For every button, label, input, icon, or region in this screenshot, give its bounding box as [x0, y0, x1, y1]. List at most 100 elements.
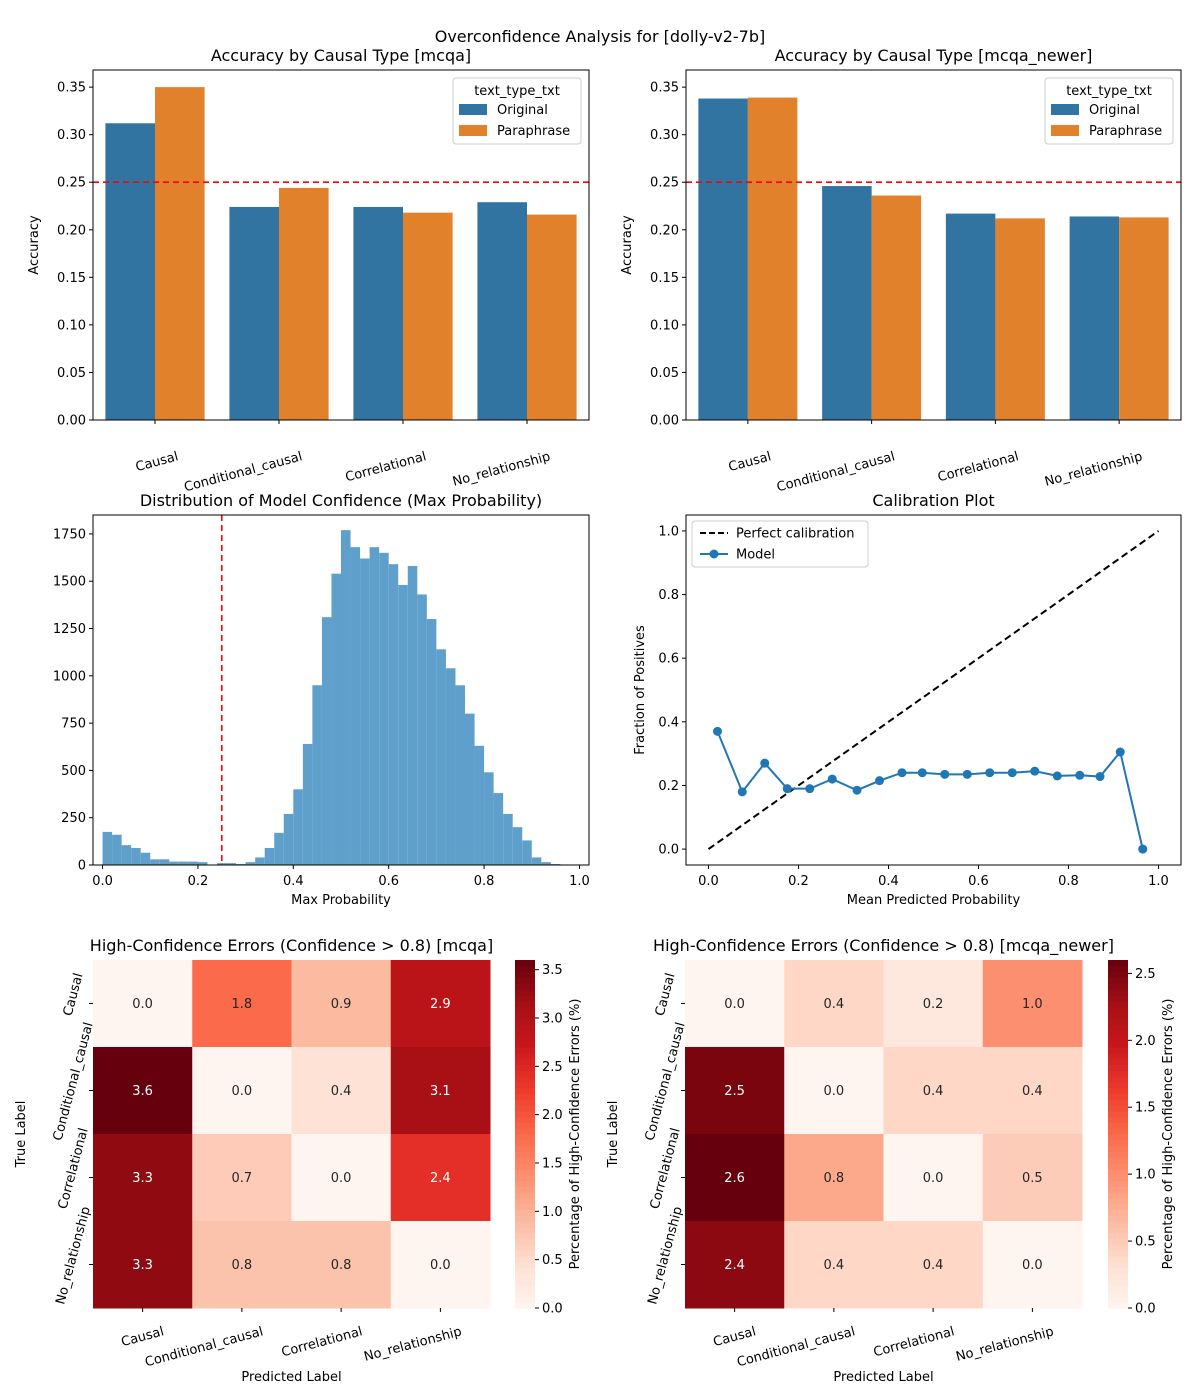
legend-label-original: Original	[1089, 103, 1140, 118]
colorbar-segment	[515, 1197, 535, 1205]
colorbar-tick-label: 0.5	[1135, 1235, 1156, 1250]
confidence_hist-ytick-label: 250	[61, 811, 86, 826]
colorbar-tick-label: 2.0	[1135, 1034, 1156, 1049]
heatmap-cell-value: 2.4	[724, 1258, 745, 1273]
colorbar-segment	[1108, 1174, 1128, 1181]
colorbar-segment	[515, 1267, 535, 1274]
colorbar-segment	[1108, 1093, 1128, 1100]
confidence_hist-ytick-label: 1500	[53, 575, 86, 590]
colorbar-segment	[515, 994, 535, 1002]
colorbar-segment	[1108, 1099, 1128, 1106]
heatmap-cell-value: 0.2	[923, 997, 944, 1012]
legend-swatch-model-marker	[709, 549, 719, 559]
heatmap-cell-value: 0.4	[824, 997, 845, 1012]
colorbar-segment	[515, 977, 535, 984]
heatmap-cell	[192, 960, 292, 1048]
colorbar-segment	[1108, 1139, 1128, 1147]
heatmap-cell-value: 0.8	[824, 1171, 845, 1186]
colorbar-segment	[515, 1203, 535, 1210]
acc_mcqa-ytick-label: 0.20	[57, 223, 86, 238]
colorbar-segment	[515, 1064, 535, 1071]
heatmap-cell-value: 0.0	[1022, 1258, 1043, 1273]
hist-bar	[226, 863, 237, 865]
heatmap-cell-value: 2.6	[724, 1171, 745, 1186]
colorbar-segment	[1108, 989, 1128, 996]
heatmap-cell	[291, 960, 392, 1048]
colorbar-segment	[515, 1157, 535, 1164]
bar-paraphrase	[279, 187, 329, 420]
bar-original	[1069, 216, 1120, 420]
model-point	[1115, 747, 1125, 757]
confidence_hist-panel: Distribution of Model Confidence (Max Pr…	[53, 491, 590, 908]
colorbar-segment	[515, 1029, 535, 1036]
bar-paraphrase	[1119, 217, 1169, 420]
hist-bar	[369, 547, 380, 865]
heatmap-cell	[291, 1221, 392, 1309]
calibration-xtick-label: 0.2	[788, 874, 809, 889]
legend-swatch-original	[1051, 104, 1079, 115]
hist-bar	[131, 847, 141, 865]
colorbar-segment	[515, 1018, 535, 1025]
model-point	[782, 784, 792, 794]
bar-original	[822, 186, 872, 420]
colorbar-segment	[515, 1041, 535, 1048]
colorbar-segment	[515, 1250, 535, 1257]
colorbar-segment	[515, 1139, 535, 1147]
heatmap-cell	[982, 1134, 1083, 1222]
calibration-frame	[685, 514, 1182, 866]
heatmap-cell-value: 0.7	[232, 1171, 253, 1186]
hist-bar	[360, 558, 370, 865]
heatmap-cell-value: 2.9	[430, 997, 451, 1012]
confidence_hist-xtick-label: 0.4	[283, 874, 304, 889]
colorbar-segment	[1108, 1105, 1128, 1112]
bar-original	[105, 123, 155, 421]
calibration-xtick-label: 0.0	[698, 874, 719, 889]
colorbar-segment	[1108, 1047, 1128, 1054]
model-point	[1075, 770, 1085, 780]
heatmap-cell	[192, 1221, 292, 1309]
calibration-ytick-label: 0.0	[658, 843, 679, 858]
colorbar-segment	[515, 1192, 535, 1199]
colorbar-label: Percentage of High-Confidence Errors (%)	[568, 999, 583, 1270]
colorbar-segment	[515, 1221, 535, 1228]
colorbar-tick-label: 1.5	[1135, 1101, 1156, 1116]
colorbar-segment	[515, 1093, 535, 1100]
hist-bar	[503, 813, 513, 865]
heatmap-cell-value: 0.4	[1022, 1084, 1043, 1099]
colorbar-segment	[515, 1087, 535, 1094]
acc_mcqa-panel: Accuracy by Causal Type [mcqa] 0.00 0.05 0.…	[27, 46, 590, 495]
hist-bar	[321, 617, 332, 865]
calibration-ytick-label: 0.2	[658, 779, 679, 794]
bar-original	[353, 206, 403, 420]
model-point	[897, 768, 907, 778]
heatmap-cell-value: 0.0	[430, 1258, 451, 1273]
colorbar-segment	[515, 1006, 535, 1013]
colorbar-segment	[515, 1128, 535, 1135]
heatmap-cell	[93, 960, 193, 1048]
heatmap-cell	[883, 1221, 984, 1309]
bar-original	[229, 206, 279, 420]
acc_mcqa_newer-ytick-label: 0.35	[650, 81, 679, 96]
heatmap-cell-value: 2.4	[430, 1171, 451, 1186]
colorbar-segment	[1108, 1244, 1128, 1251]
colorbar-segment	[515, 1012, 535, 1019]
hist-bar	[541, 862, 551, 865]
heatmap-cell	[390, 1221, 491, 1309]
bar-paraphrase	[527, 214, 577, 420]
colorbar-segment	[515, 1105, 535, 1112]
hist-bar	[331, 573, 341, 865]
legend-label-model: Model	[736, 548, 775, 563]
acc_mcqa-ytick-label: 0.10	[57, 318, 86, 333]
colorbar-segment	[1108, 1168, 1128, 1176]
acc_mcqa-frame	[92, 69, 590, 421]
confidence_hist-xtick-label: 1.0	[569, 874, 590, 889]
calibration-xtick-label: 0.8	[1058, 874, 1079, 889]
colorbar-tick-label: 2.0	[542, 1108, 563, 1123]
colorbar-tick-label: 2.5	[1135, 967, 1156, 982]
heat_mcqa_newer-xlabel: Predicted Label	[833, 1370, 933, 1385]
heat_mcqa-title: High-Confidence Errors (Confidence > 0.8…	[90, 936, 493, 955]
colorbar-segment	[1108, 1006, 1128, 1013]
colorbar-segment	[515, 1145, 535, 1152]
acc_mcqa_newer-ytick-label: 0.30	[650, 128, 679, 143]
legend-title: text_type_txt	[474, 84, 560, 99]
